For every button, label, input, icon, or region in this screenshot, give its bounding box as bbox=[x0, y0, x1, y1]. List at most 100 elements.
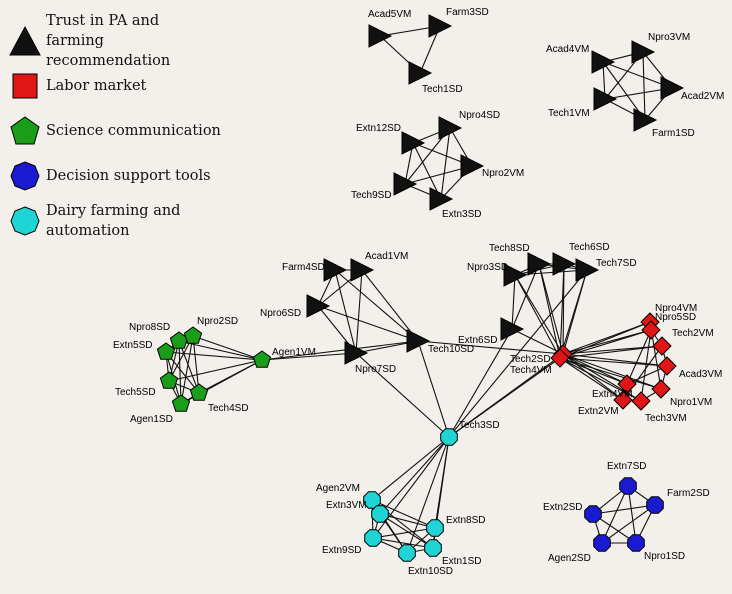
edge-Extn6SD-Tech8SD bbox=[511, 263, 540, 330]
node-Farm2SD bbox=[646, 496, 664, 514]
node-label-Tech8SD: Tech8SD bbox=[489, 243, 530, 254]
edge-Tech3SD-Extn3VM bbox=[379, 436, 450, 515]
node-label-Farm4SD: Farm4SD bbox=[282, 262, 325, 273]
node-label-Extn2SD: Extn2SD bbox=[543, 502, 582, 513]
node-label-Extn1SD: Extn1SD bbox=[442, 556, 481, 567]
edge-Tech4VM-Npro4VM bbox=[559, 321, 651, 359]
edge-Extn4VM-Npro5SD bbox=[626, 329, 652, 385]
node-label-Acad1VM: Acad1VM bbox=[365, 251, 408, 262]
node-Tech10SD bbox=[406, 329, 431, 353]
node-label-Agen2SD: Agen2SD bbox=[548, 553, 591, 564]
edge-Agen1VM-Npro2SD bbox=[192, 335, 263, 361]
node-Acad5VM bbox=[368, 24, 393, 48]
node-Acad1VM bbox=[350, 258, 375, 282]
node-Farm3SD bbox=[428, 14, 453, 38]
edge-Npro3VM-Farm1SD bbox=[642, 51, 646, 121]
node-label-Farm3SD: Farm3SD bbox=[446, 7, 489, 18]
edge-Npro6SD-Tech10SD bbox=[317, 305, 419, 342]
node-Farm4SD bbox=[323, 258, 348, 282]
edge-Npro8SD-Tech4SD bbox=[178, 340, 200, 394]
edge-Extn8SD-Extn9SD bbox=[372, 527, 436, 539]
node-label-Npro2VM: Npro2VM bbox=[482, 168, 524, 179]
edge-Npro2SD-Agen1SD bbox=[180, 335, 194, 405]
edge-Tech4VM-Tech3SD bbox=[448, 357, 561, 438]
node-label-Tech5SD: Tech5SD bbox=[115, 387, 156, 398]
node-Tech1VM bbox=[593, 87, 618, 111]
edge-Tech10SD-Tech2SD bbox=[417, 340, 564, 355]
node-label-Extn12SD: Extn12SD bbox=[356, 123, 401, 134]
edge-Tech7SD-Tech4VM bbox=[559, 269, 588, 359]
edge-Extn3VM-Extn8SD bbox=[379, 513, 436, 529]
node-Npro4SD bbox=[438, 116, 463, 140]
node-Extn6SD bbox=[500, 317, 525, 341]
edge-Farm2SD-Agen2SD bbox=[601, 504, 656, 544]
edge-Tech6SD-Tech4VM bbox=[559, 263, 565, 359]
node-Tech4VM bbox=[550, 348, 570, 368]
node-Extn10SD bbox=[398, 544, 416, 562]
legend-item-labor: Labor market bbox=[8, 63, 253, 108]
edge-Extn12SD-Extn3SD bbox=[412, 142, 442, 200]
edge-Tech4VM-Extn2VM bbox=[559, 357, 624, 401]
node-Extn3VM bbox=[371, 505, 389, 523]
node-Agen2SD bbox=[593, 534, 611, 552]
edge-Agen1VM-Tech5SD bbox=[168, 359, 263, 382]
node-Npro1SD bbox=[627, 534, 645, 552]
edge-Tech4VM-Tech2VM bbox=[559, 345, 663, 359]
edge-Npro5SD-Tech3VM bbox=[640, 329, 652, 402]
legend: Trust in PA and farming recommendation L… bbox=[8, 13, 253, 243]
node-Npro3VM bbox=[631, 40, 656, 64]
edge-Npro3SD-Tech2SD bbox=[514, 274, 564, 355]
node-Npro2SD bbox=[183, 326, 203, 344]
node-label-Extn6SD: Extn6SD bbox=[458, 335, 497, 346]
node-Tech1SD bbox=[408, 61, 433, 85]
node-label-Extn2VM: Extn2VM bbox=[578, 406, 619, 417]
legend-label-science: Science communication bbox=[46, 122, 221, 139]
legend-label-labor: Labor market bbox=[46, 77, 147, 94]
node-label-Npro7SD: Npro7SD bbox=[355, 364, 396, 375]
node-label-Extn4VM: Extn4VM bbox=[592, 389, 633, 400]
node-Acad4VM bbox=[591, 50, 616, 74]
node-Extn2SD bbox=[584, 505, 602, 523]
node-label-Extn8SD: Extn8SD bbox=[446, 515, 485, 526]
edge-Tech8SD-Tech4VM bbox=[538, 263, 561, 359]
node-Extn3SD bbox=[429, 187, 454, 211]
edge-Tech4VM-Npro1VM bbox=[559, 357, 662, 390]
node-Extn5SD bbox=[156, 342, 176, 360]
node-label-Tech1VM: Tech1VM bbox=[548, 108, 590, 119]
node-Tech5SD bbox=[159, 371, 179, 389]
node-label-Extn7SD: Extn7SD bbox=[607, 461, 646, 472]
node-layer bbox=[156, 14, 685, 562]
node-Npro6SD bbox=[306, 294, 331, 318]
legend-label-dairy: Dairy farming and automation bbox=[46, 202, 181, 239]
edge-Agen1VM-Npro8SD bbox=[178, 340, 263, 361]
node-label-Farm2SD: Farm2SD bbox=[667, 488, 710, 499]
legend-item-decision: Decision support tools bbox=[8, 153, 253, 198]
node-Tech3SD bbox=[440, 428, 458, 446]
label-layer: Acad5VM Farm3SD Tech1SD Acad4VM Npro3VM Acad2… bbox=[113, 7, 724, 577]
edge-Tech4VM-Extn4VM bbox=[559, 357, 628, 385]
legend-label-trust: Trust in PA and farming recommendation bbox=[46, 12, 171, 69]
node-Extn12SD bbox=[401, 131, 426, 155]
edge-Extn6SD-Tech2SD bbox=[511, 328, 564, 355]
edge-Farm4SD-Npro7SD bbox=[334, 269, 357, 354]
node-label-Agen1VM: Agen1VM bbox=[272, 347, 316, 358]
node-label-Npro1VM: Npro1VM bbox=[670, 397, 712, 408]
node-Extn8SD bbox=[426, 519, 444, 537]
node-Tech6SD bbox=[552, 252, 577, 276]
node-label-Acad5VM: Acad5VM bbox=[368, 9, 411, 20]
node-label-Tech2VM: Tech2VM bbox=[672, 328, 714, 339]
edge-Agen2VM-Extn8SD bbox=[371, 499, 436, 529]
node-label-Extn10SD: Extn10SD bbox=[408, 566, 453, 577]
node-Agen1SD bbox=[171, 394, 191, 412]
legend-item-dairy: Dairy farming and automation bbox=[8, 198, 253, 243]
triangle-icon bbox=[8, 24, 42, 58]
node-label-Npro1SD: Npro1SD bbox=[644, 551, 685, 562]
node-label-Npro4VM: Npro4VM bbox=[655, 303, 697, 314]
circle-icon bbox=[8, 159, 42, 193]
node-label-Tech4SD: Tech4SD bbox=[208, 403, 249, 414]
node-label-Npro2SD: Npro2SD bbox=[197, 316, 238, 327]
edge-Npro4SD-Extn3SD bbox=[440, 127, 451, 200]
edge-Tech10SD-Agen1VM bbox=[261, 340, 419, 361]
